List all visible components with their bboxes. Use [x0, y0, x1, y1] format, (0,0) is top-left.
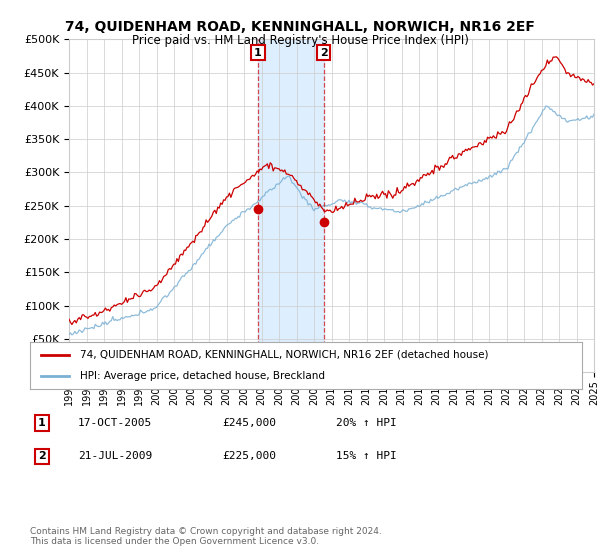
Text: 20% ↑ HPI: 20% ↑ HPI — [336, 418, 397, 428]
Text: 21-JUL-2009: 21-JUL-2009 — [78, 451, 152, 461]
Text: 17-OCT-2005: 17-OCT-2005 — [78, 418, 152, 428]
Text: HPI: Average price, detached house, Breckland: HPI: Average price, detached house, Brec… — [80, 371, 325, 381]
Text: £245,000: £245,000 — [222, 418, 276, 428]
Text: 74, QUIDENHAM ROAD, KENNINGHALL, NORWICH, NR16 2EF (detached house): 74, QUIDENHAM ROAD, KENNINGHALL, NORWICH… — [80, 350, 488, 360]
Text: 15% ↑ HPI: 15% ↑ HPI — [336, 451, 397, 461]
Text: 1: 1 — [38, 418, 46, 428]
Bar — [258, 39, 323, 372]
Text: 1: 1 — [254, 48, 262, 58]
Text: Contains HM Land Registry data © Crown copyright and database right 2024.
This d: Contains HM Land Registry data © Crown c… — [30, 526, 382, 546]
Text: 2: 2 — [320, 48, 328, 58]
Text: 2: 2 — [38, 451, 46, 461]
Text: 74, QUIDENHAM ROAD, KENNINGHALL, NORWICH, NR16 2EF: 74, QUIDENHAM ROAD, KENNINGHALL, NORWICH… — [65, 20, 535, 34]
Text: £225,000: £225,000 — [222, 451, 276, 461]
Text: Price paid vs. HM Land Registry's House Price Index (HPI): Price paid vs. HM Land Registry's House … — [131, 34, 469, 46]
